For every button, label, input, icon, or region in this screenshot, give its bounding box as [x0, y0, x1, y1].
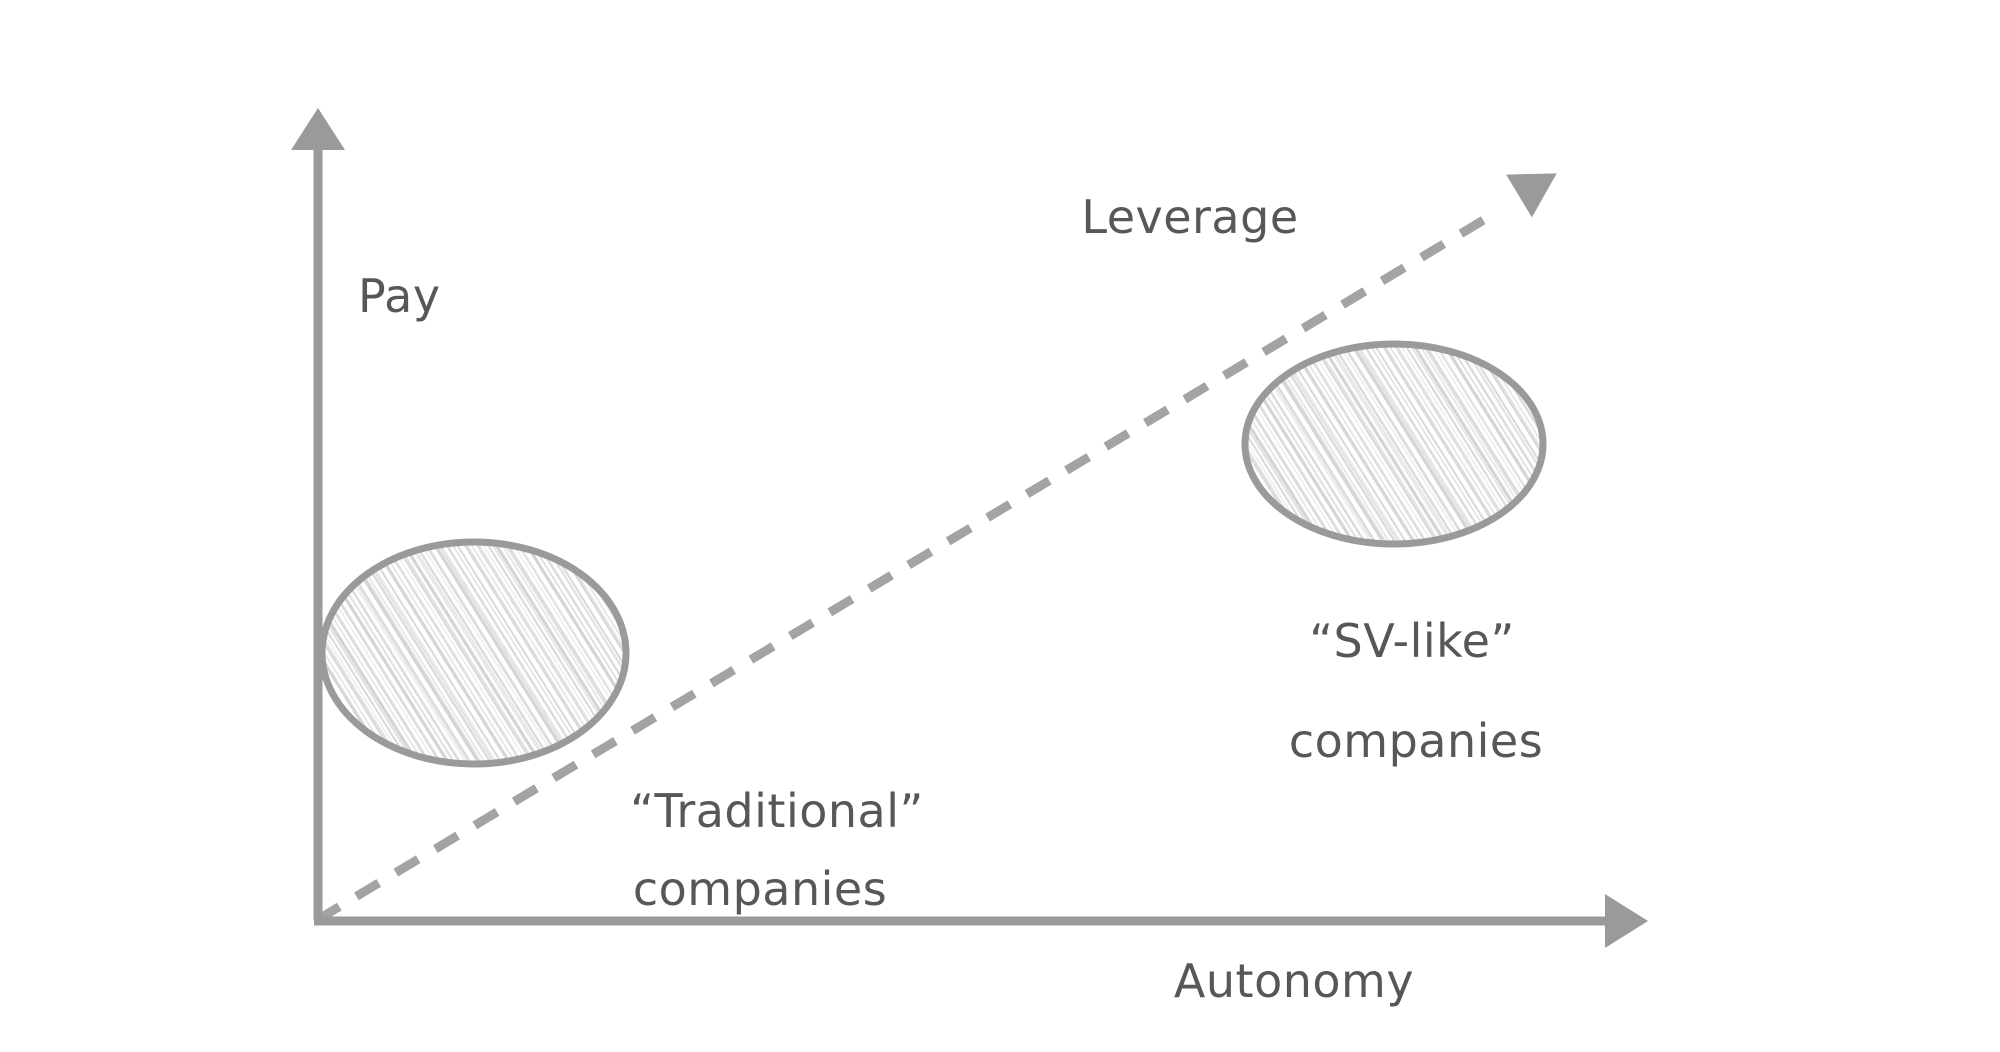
- leverage-arrowhead-icon: [1506, 173, 1557, 218]
- group-traditional-blob: [318, 538, 630, 768]
- y-axis-arrowhead-icon: [291, 108, 345, 150]
- sv-like-ellipse-fill-overlay: [1245, 344, 1543, 544]
- traditional-ellipse-outline: [318, 538, 630, 768]
- x-axis-arrowhead-icon: [1605, 894, 1648, 948]
- leverage-label: Leverage: [1081, 190, 1298, 244]
- sv-like-label-line1: “SV-like”: [1309, 614, 1515, 668]
- traditional-label-line2: companies: [633, 862, 887, 916]
- leverage-trend-line: [314, 173, 1557, 924]
- sv-like-label-line2: companies: [1289, 714, 1543, 768]
- y-axis-label: Pay: [358, 269, 441, 323]
- sv-like-ellipse-outline: [1241, 340, 1547, 548]
- axis-group: [291, 108, 1648, 948]
- traditional-ellipse-fill-overlay: [322, 542, 626, 764]
- group-sv-like-blob: [1241, 340, 1547, 548]
- traditional-label-line1: “Traditional”: [630, 784, 924, 838]
- x-axis-label: Autonomy: [1174, 954, 1414, 1008]
